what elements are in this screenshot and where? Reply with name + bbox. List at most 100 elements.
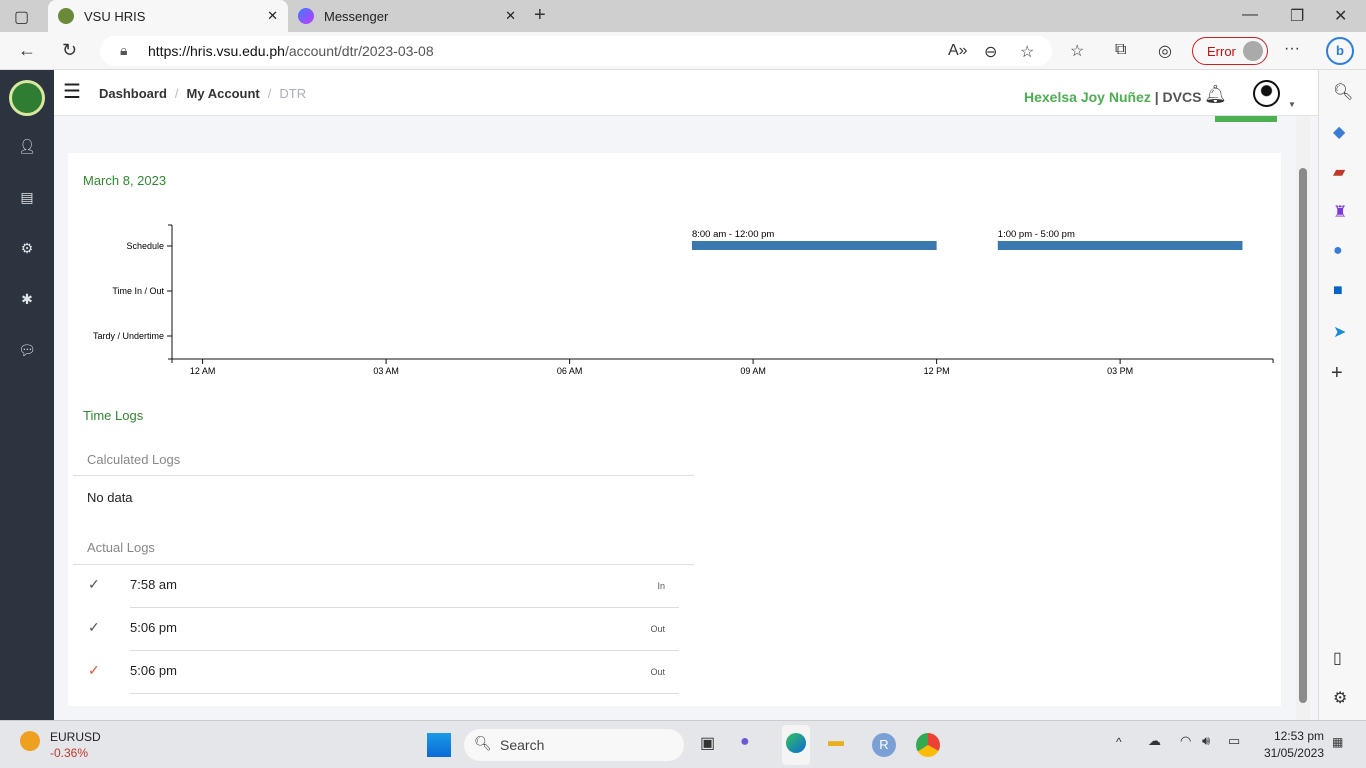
document-icon[interactable]: ▤ bbox=[20, 189, 34, 205]
ticker-name[interactable]: EURUSD bbox=[50, 730, 101, 744]
battery-icon[interactable]: ▭ bbox=[1228, 733, 1241, 748]
tab-title: Messenger bbox=[324, 8, 389, 24]
taskbar-search[interactable]: 🔍︎ Search bbox=[464, 729, 684, 761]
bar-label: 8:00 am - 12:00 pm bbox=[692, 229, 774, 240]
search-label: Search bbox=[500, 737, 545, 753]
log-type: In bbox=[657, 581, 665, 591]
time-logs-title: Time Logs bbox=[83, 408, 144, 423]
search-icon[interactable]: 🔍︎ bbox=[1333, 84, 1354, 101]
close-window-icon[interactable]: ✕ bbox=[1334, 8, 1348, 25]
outlook-icon[interactable]: ■ bbox=[1333, 282, 1343, 299]
tab-vsu-hris[interactable]: VSU HRIS ✕ bbox=[48, 0, 288, 32]
tab-messenger[interactable]: Messenger ✕ bbox=[288, 0, 526, 32]
ticker-change: -0.36% bbox=[50, 746, 89, 760]
schedule-bar[interactable] bbox=[997, 241, 1243, 250]
chat-icon[interactable]: 💬︎ bbox=[18, 342, 36, 358]
x-tick-label: 06 AM bbox=[557, 366, 583, 376]
task-view-icon[interactable]: ▣ bbox=[700, 735, 716, 752]
edge-taskbar-icon[interactable] bbox=[782, 725, 810, 765]
windows-start-icon[interactable] bbox=[427, 733, 451, 757]
check-icon: ✓ bbox=[88, 662, 100, 678]
close-icon[interactable]: ✕ bbox=[505, 8, 516, 23]
log-type: Out bbox=[650, 667, 665, 677]
menu-icon[interactable]: ☰ bbox=[63, 81, 81, 103]
chevron-up-icon[interactable]: ^ bbox=[1116, 735, 1122, 749]
settings-gear-icon[interactable]: ⚙ bbox=[1333, 690, 1348, 707]
wifi-icon[interactable]: ◠ bbox=[1180, 733, 1192, 748]
send-icon[interactable]: ➤ bbox=[1333, 324, 1347, 341]
cloud-icon[interactable]: ☁ bbox=[1148, 733, 1161, 748]
check-icon: ✓ bbox=[88, 619, 100, 635]
collections-icon[interactable]: ⧉ bbox=[1115, 41, 1127, 58]
user-icon[interactable]: 👤︎ bbox=[18, 138, 36, 154]
profile-error-button[interactable]: Error bbox=[1192, 37, 1268, 65]
r-app-icon[interactable]: R bbox=[872, 733, 896, 757]
scrollbar-thumb[interactable] bbox=[1299, 168, 1307, 703]
taskbar: EURUSD -0.36% 🔍︎ Search ▣ ● ▬ R ^ ☁ ◠ 🔊︎ … bbox=[0, 720, 1366, 768]
log-time: 7:58 am bbox=[130, 577, 177, 592]
sidebar-toggle-icon[interactable]: ▯ bbox=[1333, 650, 1342, 667]
office-icon[interactable]: ● bbox=[1333, 242, 1343, 259]
read-aloud-icon[interactable]: A» bbox=[948, 42, 968, 59]
scrollbar[interactable] bbox=[1296, 116, 1310, 720]
user-info: Hexelsa Joy Nuñez | DVCS bbox=[1024, 89, 1201, 105]
user-dept: DVCS bbox=[1162, 89, 1202, 105]
shopping-icon[interactable]: ◆ bbox=[1333, 124, 1346, 141]
minimize-icon[interactable]: — bbox=[1242, 6, 1258, 23]
messenger-icon bbox=[298, 8, 314, 24]
chevron-down-icon[interactable]: ▼ bbox=[1288, 100, 1296, 109]
add-favorite-icon[interactable]: ☆ bbox=[1020, 44, 1035, 61]
vsu-logo-icon bbox=[58, 8, 74, 24]
tab-actions-icon[interactable]: ▢ bbox=[14, 9, 30, 26]
tools-icon[interactable]: ▰ bbox=[1333, 164, 1346, 181]
timeline-chart: Schedule Time In / Out Tardy / Undertime 12… bbox=[93, 224, 1274, 376]
x-tick-label: 09 AM bbox=[740, 366, 766, 376]
add-icon[interactable]: + bbox=[1331, 362, 1343, 384]
new-tab-icon[interactable]: + bbox=[534, 4, 546, 26]
breadcrumb-dashboard[interactable]: Dashboard bbox=[99, 86, 167, 101]
url-input[interactable]: 🔒︎ https://hris.vsu.edu.ph/account/dtr/2… bbox=[100, 36, 1052, 66]
actual-logs-header: Actual Logs bbox=[73, 526, 694, 565]
log-row: ✓ 5:06 pm Out bbox=[88, 608, 679, 651]
gear-icon[interactable]: ⚙ bbox=[20, 240, 34, 256]
back-icon[interactable]: ← bbox=[18, 40, 36, 60]
url-path: /account/dtr/2023-03-08 bbox=[284, 43, 434, 59]
close-icon[interactable]: ✕ bbox=[267, 8, 278, 23]
check-icon: ✓ bbox=[88, 576, 100, 592]
y-tick-label: Tardy / Undertime bbox=[93, 331, 164, 341]
green-button-edge[interactable] bbox=[1215, 116, 1277, 122]
meet-icon[interactable]: ● bbox=[740, 733, 750, 750]
log-row: ✓ 7:58 am In bbox=[88, 565, 679, 608]
vsu-logo[interactable] bbox=[9, 80, 45, 116]
bing-icon[interactable]: b bbox=[1326, 37, 1354, 65]
refresh-icon[interactable]: ↻ bbox=[62, 40, 78, 60]
profile-status: Error bbox=[1207, 43, 1236, 59]
address-bar-row: ← ↻ 🔒︎ https://hris.vsu.edu.ph/account/d… bbox=[0, 32, 1366, 70]
volume-icon[interactable]: 🔊︎ bbox=[1202, 733, 1211, 748]
schedule-bar[interactable] bbox=[691, 241, 937, 250]
file-explorer-icon[interactable]: ▬ bbox=[828, 733, 844, 750]
favorites-icon[interactable]: ☆ bbox=[1070, 43, 1085, 60]
sidebar: 👤︎ ▤ ⚙ ✱ 💬︎ bbox=[0, 70, 54, 720]
url-host: https://hris.vsu.edu.ph bbox=[148, 43, 285, 59]
clock-time[interactable]: 12:53 pm bbox=[1273, 729, 1324, 743]
screenshot-icon[interactable]: ◎ bbox=[1158, 43, 1172, 60]
x-tick-label: 12 AM bbox=[190, 366, 216, 376]
settings-icon[interactable]: ✱ bbox=[21, 291, 33, 307]
avatar-icon bbox=[1243, 41, 1263, 61]
notification-icon[interactable]: ▦ bbox=[1332, 735, 1344, 749]
chrome-icon[interactable] bbox=[916, 733, 940, 757]
log-row: ✓ 5:06 pm Out bbox=[88, 651, 679, 694]
user-avatar[interactable] bbox=[1253, 80, 1280, 107]
bell-icon[interactable]: 🔔︎ bbox=[1204, 84, 1227, 104]
zoom-out-icon[interactable]: ⊖ bbox=[984, 44, 998, 61]
edge-sidebar: 🔍︎ ◆ ▰ ♜ ● ■ ➤ + ▯ ⚙ bbox=[1318, 70, 1366, 720]
ticker-icon bbox=[20, 731, 40, 751]
breadcrumb-my-account[interactable]: My Account bbox=[186, 86, 260, 101]
restore-icon[interactable]: ❐ bbox=[1290, 8, 1305, 25]
browser-tab-bar: ▢ VSU HRIS ✕ Messenger ✕ + — ❐ ✕ bbox=[0, 0, 1366, 32]
more-icon[interactable]: ··· bbox=[1284, 40, 1300, 57]
games-icon[interactable]: ♜ bbox=[1333, 204, 1348, 221]
clock-date[interactable]: 31/05/2023 bbox=[1263, 746, 1324, 760]
page-header: ☰ Dashboard / My Account / DTR Hexelsa Joy N… bbox=[54, 70, 1318, 122]
